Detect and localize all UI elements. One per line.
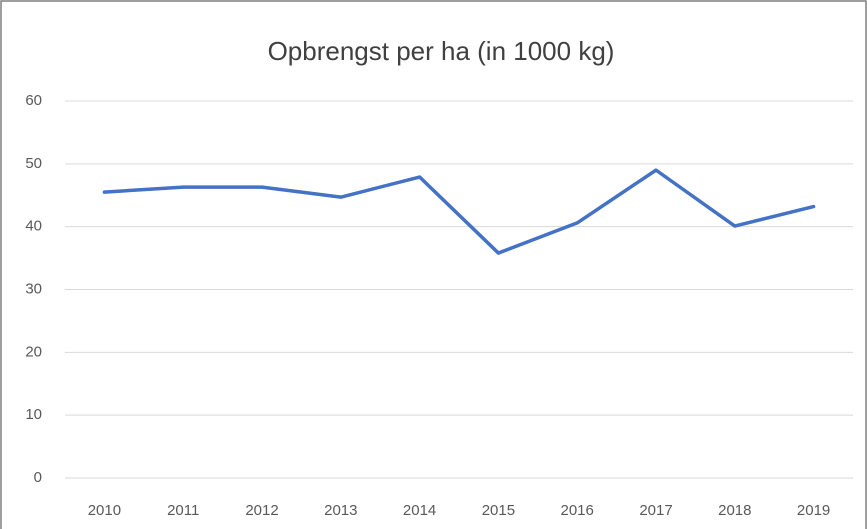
y-tick-label: 0 <box>34 469 42 486</box>
x-tick-label: 2011 <box>167 502 199 519</box>
y-tick-label: 20 <box>25 343 42 360</box>
x-tick-label: 2016 <box>561 502 594 519</box>
data-line <box>102 168 816 255</box>
x-tick-label: 2018 <box>718 502 751 519</box>
x-tick-label: 2017 <box>639 502 672 519</box>
x-tick-label: 2012 <box>245 502 278 519</box>
y-tick-label: 30 <box>25 280 42 297</box>
y-tick-label: 40 <box>25 218 42 235</box>
y-tick-label: 10 <box>25 406 42 423</box>
x-tick-label: 2013 <box>324 502 357 519</box>
x-tick-label: 2010 <box>88 502 121 519</box>
chart-title: Opbrengst per ha (in 1000 kg) <box>268 36 615 66</box>
x-tick-label: 2019 <box>797 502 830 519</box>
y-tick-label: 60 <box>25 92 42 109</box>
x-tick-label: 2014 <box>403 502 436 519</box>
y-tick-label: 50 <box>25 155 42 172</box>
x-tick-label: 2015 <box>482 502 515 519</box>
